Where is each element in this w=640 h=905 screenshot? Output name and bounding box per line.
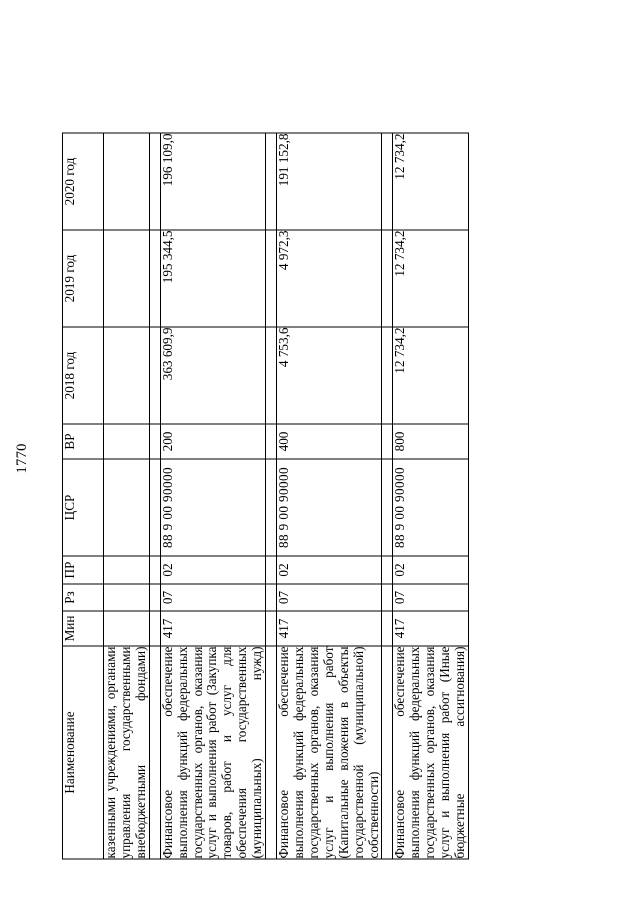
cell-min (103, 610, 150, 646)
cell-name: Финансовое обеспечение выполнения функци… (392, 645, 469, 859)
row-spacer (149, 132, 161, 859)
cell-rz (103, 583, 150, 611)
spacer-cell (149, 645, 161, 859)
spacer-cell (265, 229, 277, 327)
column-header-year-2020: 2020 год (62, 132, 104, 230)
cell-pr: 02 (160, 555, 266, 584)
spacer-cell (381, 610, 393, 646)
spacer-cell (149, 229, 161, 327)
spacer-cell (381, 132, 393, 230)
spacer-cell (149, 423, 161, 459)
spacer-cell (265, 555, 277, 584)
spacer-cell (381, 423, 393, 459)
cell-csr (103, 458, 150, 556)
column-header-year-2019: 2019 год (62, 229, 104, 327)
cell-vr: 400 (276, 423, 382, 459)
table-row: Финансовое обеспечение выполнения функци… (276, 132, 382, 859)
column-header-rz: Рз (62, 583, 104, 611)
table-row: Финансовое обеспечение выполнения функци… (392, 132, 469, 859)
table-row: казенными учреждениями, органами управле… (103, 132, 150, 859)
cell-year-2019: 195 344,5 (160, 229, 266, 327)
cell-rz: 07 (276, 583, 382, 611)
cell-year-2020 (103, 132, 150, 230)
spacer-cell (381, 555, 393, 584)
column-header-vr: ВР (62, 423, 104, 459)
spacer-cell (149, 610, 161, 646)
cell-year-2020: 12 734,2 (392, 132, 469, 230)
cell-vr (103, 423, 150, 459)
cell-csr: 88 9 00 90000 (160, 458, 266, 556)
cell-name: Финансовое обеспечение выполнения функци… (276, 645, 382, 859)
table-header: Наименование Мин Рз ПР ЦСР ВР 2018 год 2… (62, 132, 104, 859)
spacer-cell (149, 555, 161, 584)
table-body: казенными учреждениями, органами управле… (103, 132, 469, 859)
budget-table: Наименование Мин Рз ПР ЦСР ВР 2018 год 2… (62, 132, 469, 859)
cell-min: 417 (392, 610, 469, 646)
spacer-cell (265, 458, 277, 556)
cell-vr: 800 (392, 423, 469, 459)
cell-year-2019 (103, 229, 150, 327)
cell-year-2020: 191 152,8 (276, 132, 382, 230)
row-spacer (381, 132, 393, 859)
column-header-pr: ПР (62, 555, 104, 584)
cell-pr: 02 (276, 555, 382, 584)
cell-year-2019: 4 972,3 (276, 229, 382, 327)
cell-name: казенными учреждениями, органами управле… (103, 645, 150, 859)
table-row: Финансовое обеспечение выполнения функци… (159, 132, 266, 859)
column-header-min: Мин (62, 610, 104, 646)
spacer-cell (265, 132, 277, 230)
row-spacer (265, 132, 277, 859)
column-header-year-2018: 2018 год (62, 326, 104, 424)
table-header-row: Наименование Мин Рз ПР ЦСР ВР 2018 год 2… (62, 132, 104, 859)
cell-rz: 07 (392, 583, 469, 611)
page-number: 1770 (14, 442, 30, 473)
cell-csr: 88 9 00 90000 (392, 458, 469, 556)
spacer-cell (265, 583, 277, 611)
cell-vr: 200 (160, 423, 266, 459)
spacer-cell (381, 645, 393, 859)
cell-year-2018 (103, 326, 150, 424)
spacer-cell (149, 326, 161, 424)
cell-pr (103, 555, 150, 584)
cell-pr: 02 (392, 555, 469, 584)
spacer-cell (381, 229, 393, 327)
spacer-cell (265, 326, 277, 424)
spacer-cell (149, 132, 161, 230)
spacer-cell (381, 583, 393, 611)
cell-year-2018: 12 734,2 (392, 326, 469, 424)
cell-csr: 88 9 00 90000 (276, 458, 382, 556)
spacer-cell (265, 423, 277, 459)
cell-min: 417 (160, 610, 266, 646)
cell-min: 417 (276, 610, 382, 646)
spacer-cell (265, 610, 277, 646)
cell-rz: 07 (160, 583, 266, 611)
cell-year-2020: 196 109,0 (160, 132, 266, 230)
spacer-cell (149, 458, 161, 556)
column-header-name: Наименование (62, 645, 104, 859)
cell-year-2018: 4 753,6 (276, 326, 382, 424)
spacer-cell (265, 645, 277, 859)
spacer-cell (381, 458, 393, 556)
spacer-cell (381, 326, 393, 424)
column-header-csr: ЦСР (62, 458, 104, 556)
cell-name: Финансовое обеспечение выполнения функци… (159, 645, 266, 859)
cell-year-2019: 12 734,2 (392, 229, 469, 327)
cell-year-2018: 363 609,9 (160, 326, 266, 424)
spacer-cell (149, 583, 161, 611)
